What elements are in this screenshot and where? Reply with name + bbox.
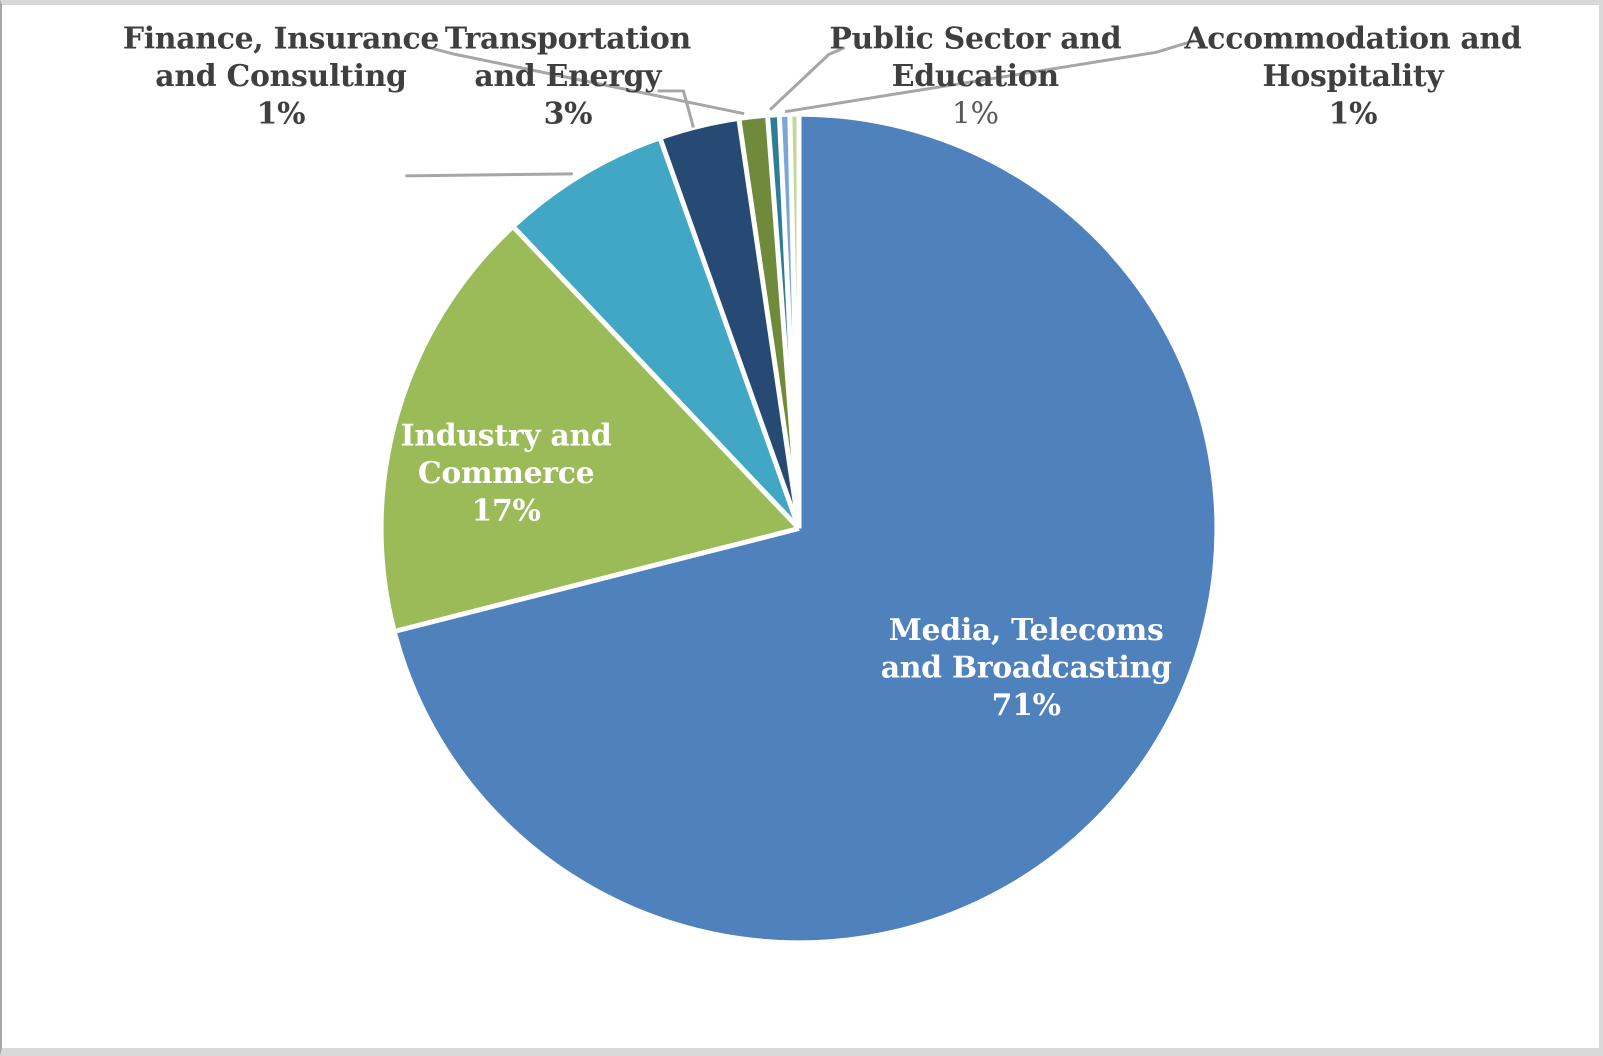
pie-slice-media-telecoms-broadcasting (396, 116, 1215, 941)
public-sector-education-label: Public Sector and Education 1% (829, 22, 1121, 132)
finance-insurance-consulting-label: Finance, Insurance and Consulting 1% (123, 22, 439, 132)
slice-separator (395, 526, 800, 634)
accommodation-hospitality-label: Accommodation and Hospitality 1% (1183, 22, 1522, 132)
public-sector-education-leader-line (769, 46, 846, 111)
transportation-energy-label: Transportation and Energy 3% (445, 22, 691, 132)
pie-chart-canvas: Media, Telecoms and Broadcasting 71% Indust… (123, 22, 1522, 941)
pie-slice-industry-commerce (383, 228, 800, 631)
slice-separator (658, 139, 802, 530)
pie-slice-unlabeled-cyan-wedge (514, 140, 800, 529)
accommodation-hospitality-leader-line (784, 39, 1195, 114)
slice-separator (736, 120, 802, 529)
transportation-energy-leader-line (657, 89, 695, 128)
finance-insurance-consulting-leader-line (428, 46, 745, 116)
industry-commerce-label: Industry and Commerce 17% (401, 419, 612, 529)
unlabeled-cyan-wedge-leader-line (405, 172, 573, 178)
slice-separator (512, 226, 801, 531)
media-telecoms-broadcasting-label: Media, Telecoms and Broadcasting 71% (881, 613, 1172, 723)
